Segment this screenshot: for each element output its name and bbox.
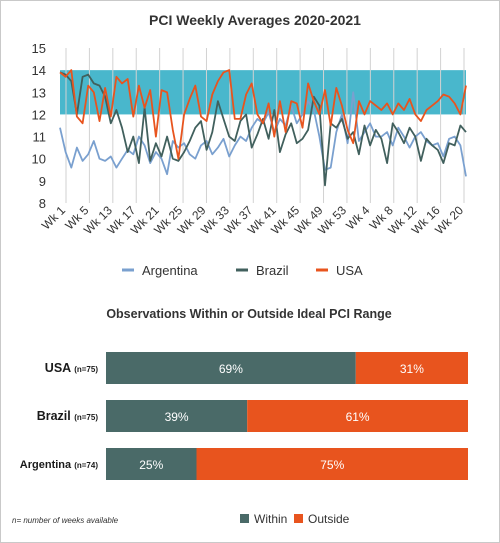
line-legend: Argentina Brazil USA bbox=[122, 263, 363, 278]
legend-label-brazil: Brazil bbox=[256, 263, 289, 278]
x-tick-label: Wk 4 bbox=[343, 203, 372, 232]
y-axis-ticks: 8 9 10 11 12 13 14 15 bbox=[32, 41, 46, 211]
ideal-range-band bbox=[60, 70, 466, 115]
legend-label-argentina: Argentina bbox=[142, 263, 198, 278]
y-tick-label: 13 bbox=[32, 85, 46, 100]
legend-label-usa: USA bbox=[336, 263, 363, 278]
y-tick-label: 8 bbox=[39, 196, 46, 211]
y-tick-label: 11 bbox=[33, 130, 47, 145]
line-chart: PCI Weekly Averages 2020-2021 8 9 10 11 12 13… bbox=[32, 12, 467, 278]
y-tick-label: 15 bbox=[32, 41, 46, 56]
series-lines bbox=[59, 69, 467, 187]
series-line-usa bbox=[59, 69, 467, 160]
y-tick-label: 9 bbox=[39, 174, 46, 189]
line-chart-title: PCI Weekly Averages 2020-2021 bbox=[149, 12, 361, 28]
y-tick-label: 14 bbox=[32, 63, 46, 78]
y-tick-label: 10 bbox=[32, 152, 46, 167]
y-tick-label: 12 bbox=[32, 107, 46, 122]
series-line-brazil bbox=[59, 71, 467, 187]
